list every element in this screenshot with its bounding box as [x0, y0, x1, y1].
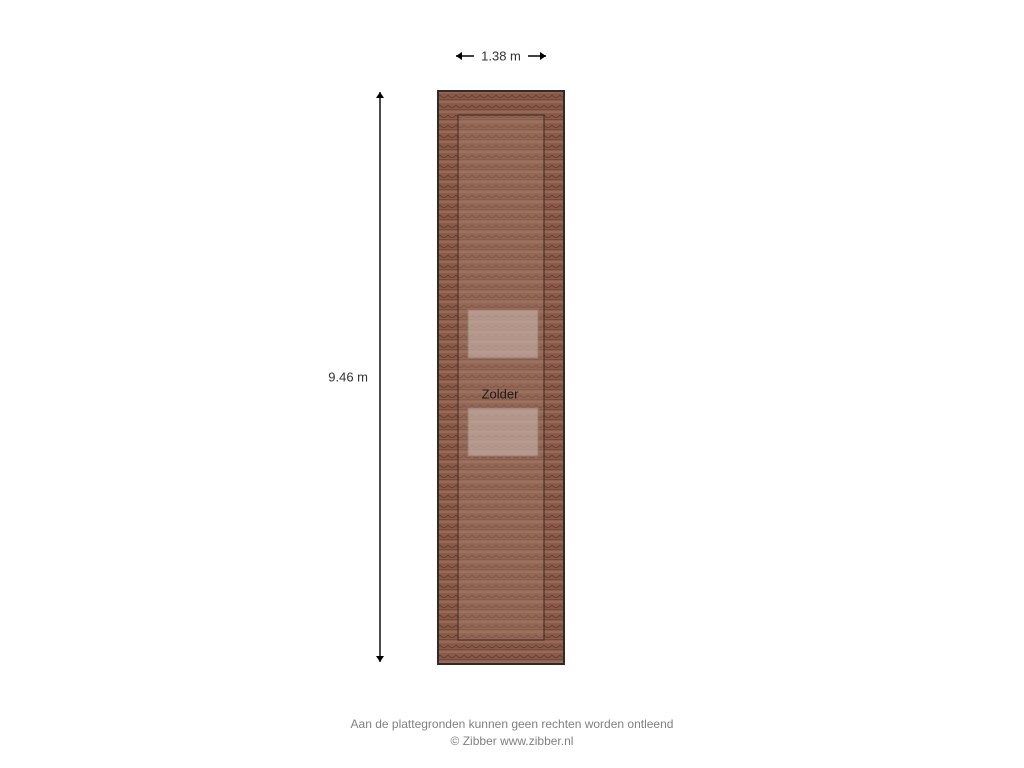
dimension-width-label: 1.38 m	[481, 49, 521, 64]
dimension-height-label: 9.46 m	[328, 370, 368, 385]
floorplan-canvas: 1.38 m 9.46 m Zolder Aan de plattegronde…	[0, 0, 1024, 768]
floorplan-svg	[0, 0, 1024, 768]
room-label-zolder: Zolder	[482, 387, 519, 402]
footer-disclaimer: Aan de plattegronden kunnen geen rechten…	[0, 716, 1024, 750]
footer-line-2: © Zibber www.zibber.nl	[0, 733, 1024, 750]
footer-line-1: Aan de plattegronden kunnen geen rechten…	[0, 716, 1024, 733]
roof-outline	[438, 91, 564, 664]
